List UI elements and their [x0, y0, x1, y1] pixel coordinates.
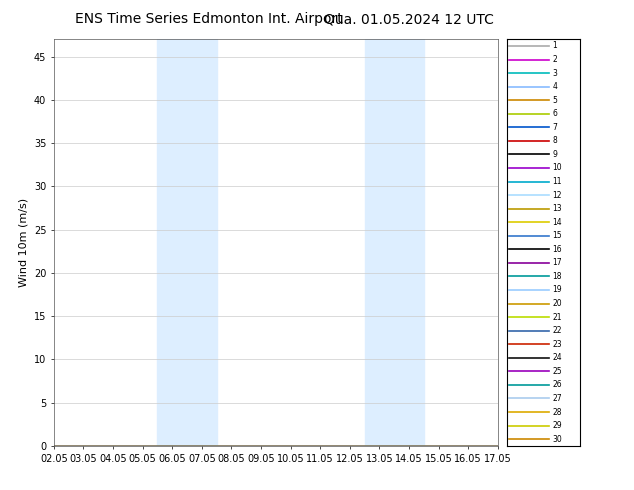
Text: 24: 24 — [552, 353, 562, 362]
Text: 16: 16 — [552, 245, 562, 254]
Text: 9: 9 — [552, 150, 557, 159]
Text: 30: 30 — [552, 435, 562, 443]
Text: 17: 17 — [552, 258, 562, 268]
Text: 28: 28 — [552, 408, 562, 416]
Text: 15: 15 — [552, 231, 562, 240]
Text: 10: 10 — [552, 164, 562, 172]
Text: 11: 11 — [552, 177, 562, 186]
Text: 25: 25 — [552, 367, 562, 376]
Text: 13: 13 — [552, 204, 562, 213]
Text: 3: 3 — [552, 69, 557, 77]
Text: 4: 4 — [552, 82, 557, 91]
Text: Qua. 01.05.2024 12 UTC: Qua. 01.05.2024 12 UTC — [324, 12, 494, 26]
Bar — [365, 39, 424, 446]
Text: 7: 7 — [552, 123, 557, 132]
Text: 1: 1 — [552, 42, 557, 50]
Bar — [157, 39, 217, 446]
Y-axis label: Wind 10m (m/s): Wind 10m (m/s) — [18, 198, 28, 287]
Text: 26: 26 — [552, 380, 562, 390]
Text: ENS Time Series Edmonton Int. Airport: ENS Time Series Edmonton Int. Airport — [75, 12, 343, 26]
Text: 6: 6 — [552, 109, 557, 118]
Text: 22: 22 — [552, 326, 562, 335]
Text: 21: 21 — [552, 313, 562, 321]
Text: 20: 20 — [552, 299, 562, 308]
Text: 14: 14 — [552, 218, 562, 227]
Text: 19: 19 — [552, 286, 562, 294]
Text: 8: 8 — [552, 136, 557, 146]
Text: 29: 29 — [552, 421, 562, 430]
Text: 18: 18 — [552, 272, 562, 281]
Text: 2: 2 — [552, 55, 557, 64]
Text: 5: 5 — [552, 96, 557, 105]
Text: 12: 12 — [552, 191, 562, 199]
Text: 23: 23 — [552, 340, 562, 349]
Text: 27: 27 — [552, 394, 562, 403]
